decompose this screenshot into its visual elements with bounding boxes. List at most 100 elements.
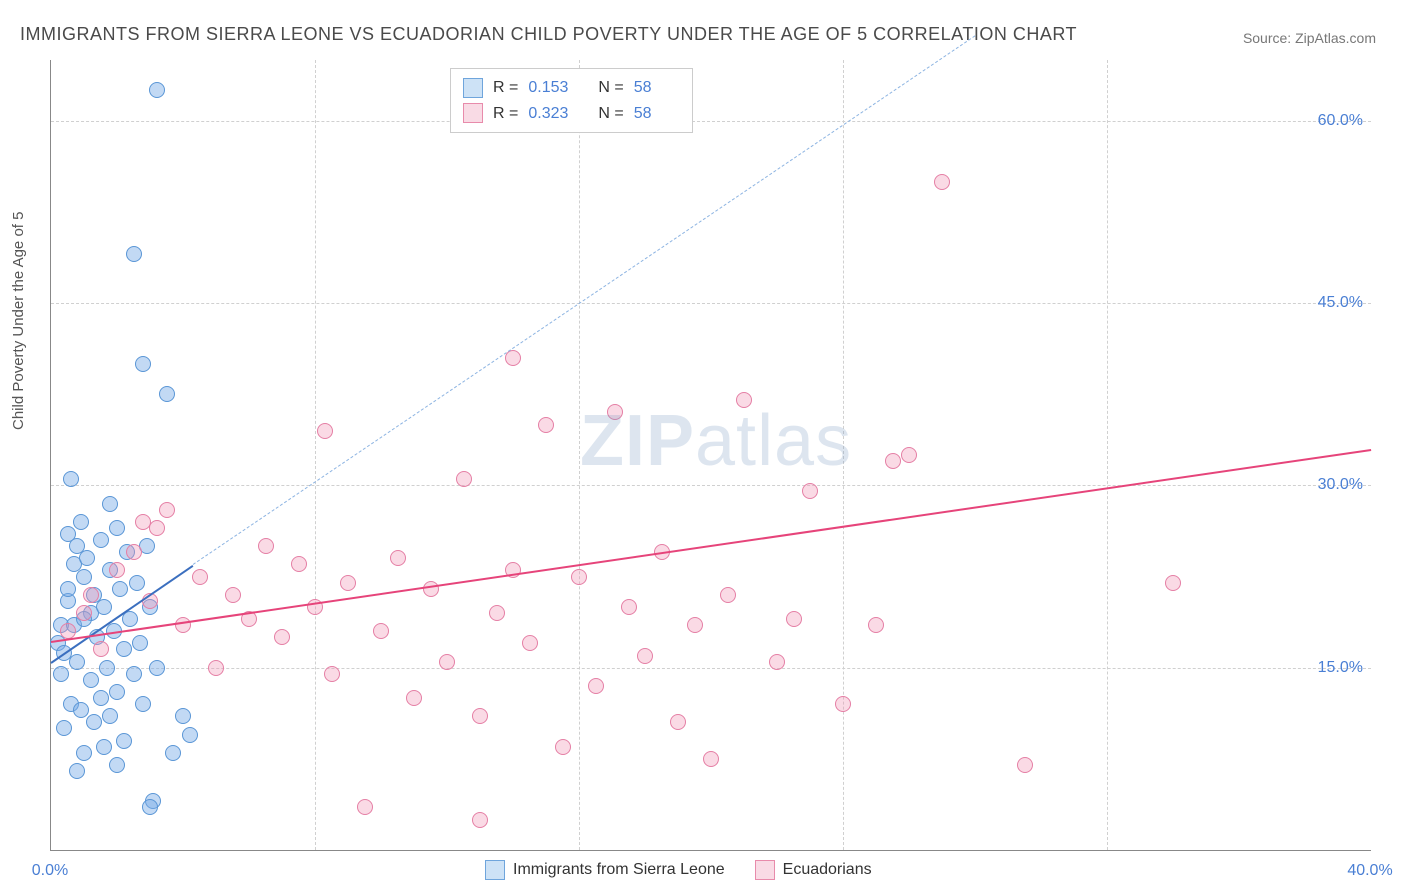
- scatter-point: [109, 684, 125, 700]
- scatter-point: [109, 520, 125, 536]
- scatter-point: [225, 587, 241, 603]
- scatter-point: [571, 569, 587, 585]
- x-tick-label: 40.0%: [1347, 862, 1392, 880]
- series-legend-label: Ecuadorians: [783, 861, 872, 879]
- scatter-point: [126, 666, 142, 682]
- scatter-point: [340, 575, 356, 591]
- scatter-point: [112, 581, 128, 597]
- scatter-point: [373, 623, 389, 639]
- gridline-horizontal: [51, 485, 1371, 486]
- scatter-point: [56, 720, 72, 736]
- scatter-point: [588, 678, 604, 694]
- scatter-point: [607, 404, 623, 420]
- scatter-point: [69, 654, 85, 670]
- scatter-point: [621, 599, 637, 615]
- gridline-vertical: [579, 60, 580, 850]
- scatter-point: [324, 666, 340, 682]
- scatter-point: [129, 575, 145, 591]
- scatter-point: [208, 660, 224, 676]
- scatter-point: [96, 599, 112, 615]
- series-legend-item: Immigrants from Sierra Leone: [485, 860, 725, 880]
- scatter-point: [720, 587, 736, 603]
- scatter-point: [258, 538, 274, 554]
- scatter-point: [769, 654, 785, 670]
- scatter-point: [149, 520, 165, 536]
- y-tick-label: 45.0%: [1318, 294, 1363, 312]
- legend-n-label: N =: [598, 101, 623, 127]
- scatter-point: [175, 617, 191, 633]
- chart-title: IMMIGRANTS FROM SIERRA LEONE VS ECUADORI…: [20, 24, 1077, 45]
- scatter-point: [317, 423, 333, 439]
- scatter-point: [93, 641, 109, 657]
- series-legend-item: Ecuadorians: [755, 860, 872, 880]
- scatter-point: [99, 660, 115, 676]
- scatter-point: [885, 453, 901, 469]
- legend-n-label: N =: [598, 75, 623, 101]
- series-legend-label: Immigrants from Sierra Leone: [513, 861, 725, 879]
- gridline-vertical: [1107, 60, 1108, 850]
- scatter-point: [149, 82, 165, 98]
- scatter-point: [135, 356, 151, 372]
- trend-line: [51, 449, 1371, 643]
- scatter-point: [472, 708, 488, 724]
- scatter-point: [109, 757, 125, 773]
- scatter-point: [159, 502, 175, 518]
- series-legend: Immigrants from Sierra Leone Ecuadorians: [485, 860, 872, 880]
- scatter-point: [93, 532, 109, 548]
- scatter-point: [1165, 575, 1181, 591]
- scatter-point: [670, 714, 686, 730]
- scatter-point: [868, 617, 884, 633]
- legend-swatch: [755, 860, 775, 880]
- scatter-point: [175, 708, 191, 724]
- scatter-point: [703, 751, 719, 767]
- source-attribution: Source: ZipAtlas.com: [1243, 30, 1376, 46]
- scatter-point: [53, 666, 69, 682]
- scatter-point: [538, 417, 554, 433]
- y-tick-label: 60.0%: [1318, 112, 1363, 130]
- scatter-point: [83, 587, 99, 603]
- scatter-point: [60, 581, 76, 597]
- scatter-point: [102, 496, 118, 512]
- y-tick-label: 15.0%: [1318, 659, 1363, 677]
- scatter-point: [86, 714, 102, 730]
- scatter-point: [102, 708, 118, 724]
- scatter-point: [76, 569, 92, 585]
- x-tick-label: 0.0%: [32, 862, 68, 880]
- scatter-point: [73, 514, 89, 530]
- scatter-point: [159, 386, 175, 402]
- scatter-point: [142, 799, 158, 815]
- scatter-point: [132, 635, 148, 651]
- scatter-point: [901, 447, 917, 463]
- scatter-point: [934, 174, 950, 190]
- scatter-point: [109, 562, 125, 578]
- scatter-point: [83, 672, 99, 688]
- gridline-horizontal: [51, 121, 1371, 122]
- scatter-point: [786, 611, 802, 627]
- plot-area: 15.0% 30.0% 45.0% 60.0%: [50, 60, 1371, 851]
- scatter-point: [76, 745, 92, 761]
- scatter-point: [165, 745, 181, 761]
- scatter-point: [96, 739, 112, 755]
- scatter-point: [406, 690, 422, 706]
- y-tick-label: 30.0%: [1318, 476, 1363, 494]
- legend-n-value: 58: [634, 75, 680, 101]
- scatter-point: [687, 617, 703, 633]
- gridline-horizontal: [51, 668, 1371, 669]
- legend-swatch: [485, 860, 505, 880]
- scatter-point: [116, 733, 132, 749]
- scatter-point: [291, 556, 307, 572]
- legend-r-value: 0.153: [528, 75, 574, 101]
- gridline-vertical: [843, 60, 844, 850]
- scatter-point: [472, 812, 488, 828]
- legend-r-value: 0.323: [528, 101, 574, 127]
- scatter-point: [390, 550, 406, 566]
- scatter-point: [489, 605, 505, 621]
- scatter-point: [274, 629, 290, 645]
- correlation-legend: R =0.153N =58R =0.323N =58: [450, 68, 693, 133]
- legend-r-label: R =: [493, 75, 518, 101]
- scatter-point: [456, 471, 472, 487]
- scatter-point: [736, 392, 752, 408]
- scatter-point: [76, 605, 92, 621]
- scatter-point: [192, 569, 208, 585]
- y-axis-label: Child Poverty Under the Age of 5: [10, 212, 27, 430]
